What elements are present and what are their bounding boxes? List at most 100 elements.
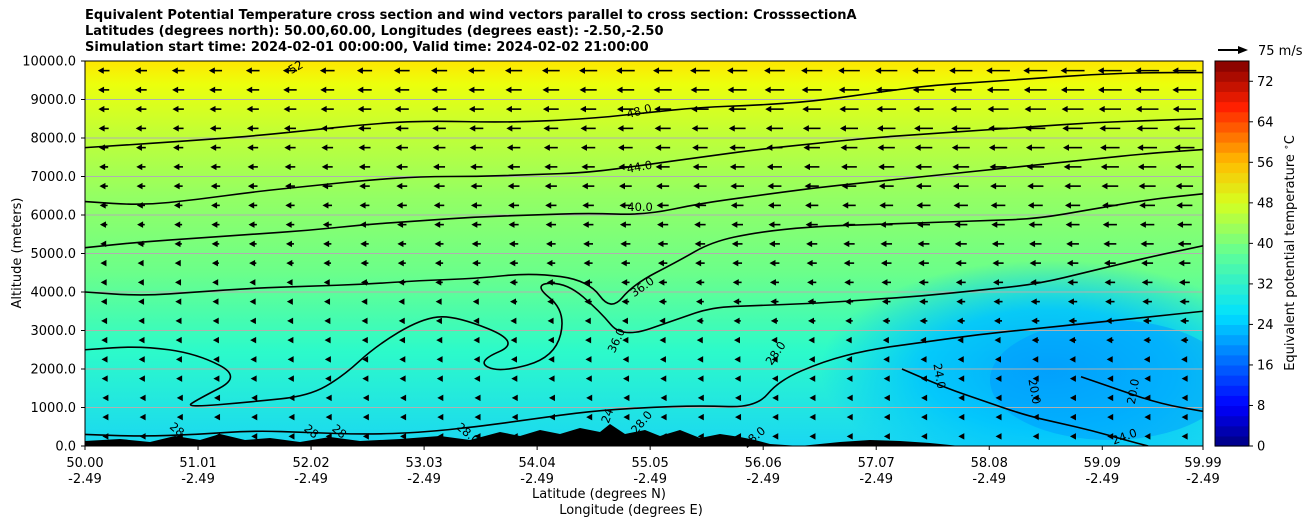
wind-vector [692,163,699,171]
wind-vector [839,125,846,132]
wind-vector [474,413,481,421]
wind-vector [245,67,252,74]
wind-vector [914,125,921,132]
wind-vector [1067,298,1074,305]
wind-vector [249,298,256,305]
contour-label: 20.0 [1124,378,1142,406]
wind-vector [211,259,218,267]
wind-vector [883,433,890,440]
wind-vector [1107,375,1114,382]
wind-vector [1181,413,1188,421]
wind-vector [362,375,369,382]
wind-vector [1176,202,1183,209]
wind-vector [172,86,179,94]
wind-vector [876,125,883,132]
wind-vector [362,356,369,363]
wind-vector [619,202,626,209]
colorbar-level [1215,131,1249,143]
wind-vector [1138,182,1145,190]
wind-vector [918,279,925,286]
wind-vector [431,86,438,94]
wind-vector [657,240,664,248]
wind-vector [842,221,849,228]
wind-vector [396,182,403,190]
wind-vector [653,86,660,94]
wind-vector [767,202,774,209]
wind-vector [802,125,809,132]
wind-vector [434,240,441,248]
y-tick-label: 0.0 [55,440,76,455]
wind-vector [541,67,548,74]
wind-vector [288,433,295,440]
colorbar-level [1215,162,1249,174]
wind-vector [579,86,586,94]
wind-vector [843,259,850,267]
wind-vector [623,394,630,402]
wind-vector [580,125,587,132]
wind-vector [137,240,144,248]
colorbar-level [1215,142,1249,153]
wind-vector [508,221,515,228]
wind-vector [431,105,438,113]
wind-vector [507,163,514,171]
wind-vector [916,202,923,209]
wind-vector [437,394,444,402]
wind-vector [1100,144,1107,151]
wind-vector [955,259,962,267]
wind-vector [990,202,997,209]
wind-vector [808,356,815,363]
colorbar-level [1215,425,1249,437]
wind-vector [657,221,664,228]
wind-vector [954,240,961,248]
wind-vector [470,163,477,171]
wind-vector [285,240,292,248]
wind-vector [807,279,814,286]
wind-vector [286,298,293,305]
wind-vector [1175,182,1182,190]
wind-vector [1178,279,1185,286]
wind-vector [99,182,106,190]
colorbar-level [1215,91,1249,103]
wind-vector [135,86,142,94]
wind-vector [284,163,291,171]
wind-vector [283,86,290,94]
contour-label: 48.0 [625,101,653,121]
wind-vector [1030,298,1037,305]
wind-vector [586,413,593,421]
wind-vector [399,375,406,382]
wind-vector [805,202,812,209]
wind-vector [511,394,518,402]
wind-vector [1099,125,1106,132]
wind-vector [623,413,630,421]
wind-vector [398,298,405,305]
wind-vector [578,67,585,74]
wind-vector [101,336,108,344]
wind-vector [879,202,886,209]
wind-vector [1032,356,1039,363]
wind-vector [881,279,888,286]
wind-vector [361,336,368,344]
wind-vector [994,336,1001,344]
wind-vector [956,317,963,325]
wind-vector [1180,317,1187,325]
wind-vector [285,202,292,209]
colorbar-tick-label: 72 [1257,75,1274,90]
wind-vector [546,279,553,286]
wind-vector [545,202,552,209]
wind-vector [657,259,664,267]
wind-vector [543,125,550,132]
wind-vector [697,413,704,421]
wind-vector [622,356,629,363]
colorbar-level [1215,61,1249,72]
x-tick-label-lat: 58.08 [971,456,1008,471]
wind-vector [100,298,107,305]
wind-vector [772,413,779,421]
wind-vector [622,336,629,344]
wind-vector [878,163,885,171]
wind-vector [1066,259,1073,267]
wind-vector [509,259,516,267]
wind-vector [621,298,628,305]
wind-vector [880,240,887,248]
x-tick-label-lat: 55.05 [632,456,669,471]
wind-vector [877,144,884,151]
